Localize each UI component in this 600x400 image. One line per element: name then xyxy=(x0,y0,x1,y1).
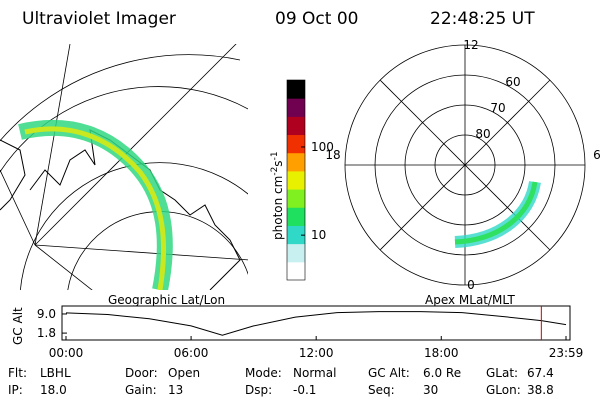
colorbar-swatch xyxy=(287,170,305,190)
colorbar-swatch xyxy=(287,134,305,154)
date: 09 Oct 00 xyxy=(275,9,358,29)
geographic-map xyxy=(0,44,248,290)
colorbar-swatch xyxy=(287,189,305,208)
colorbar-swatch xyxy=(287,207,305,226)
info-label: Flt: xyxy=(8,366,27,380)
colorbar-exponent: -2 xyxy=(270,167,280,176)
colorbar-tick-label: 100 xyxy=(311,140,334,154)
info-label: Mode: xyxy=(245,366,282,380)
mlt-label: 18 xyxy=(325,148,340,162)
lat-ring xyxy=(404,104,526,226)
info-value: 13 xyxy=(168,383,183,397)
info-label: GLat: xyxy=(486,366,518,380)
y-tick-label: 9.0 xyxy=(37,307,56,321)
x-tick-label: 06:00 xyxy=(174,346,209,360)
title: Ultraviolet Imager xyxy=(22,9,176,29)
colorbar-label: photon cm-2s-1 xyxy=(270,151,285,240)
colorbar-swatch xyxy=(287,80,305,99)
colorbar-swatch xyxy=(287,152,305,172)
mlt-label: 6 xyxy=(593,148,600,162)
colorbar-exponent: -1 xyxy=(270,151,280,160)
colorbar-swatch xyxy=(287,243,305,263)
info-value: 30 xyxy=(423,383,438,397)
info-value: Normal xyxy=(293,366,336,380)
info-value: 67.4 xyxy=(527,366,554,380)
lat-label: 70 xyxy=(490,101,505,115)
mlt-label: 0 xyxy=(467,278,475,292)
y-axis-label: GC Alt xyxy=(11,307,25,345)
lat-label: 80 xyxy=(475,127,490,141)
info-value: 18.0 xyxy=(40,383,67,397)
info-value: -0.1 xyxy=(293,383,316,397)
info-value: 6.0 Re xyxy=(423,366,461,380)
colorbar-swatch xyxy=(287,98,305,117)
altitude-line xyxy=(65,311,567,336)
colorbar-tick-label: 10 xyxy=(311,228,326,242)
y-tick-label: 1.8 xyxy=(37,326,56,340)
x-tick-label: 00:00 xyxy=(49,346,84,360)
map-label: Geographic Lat/Lon xyxy=(108,293,225,307)
colorbar-swatch xyxy=(287,261,305,281)
lat-label: 60 xyxy=(505,75,520,89)
x-tick-label: 23:59 xyxy=(549,346,584,360)
info-label: Door: xyxy=(125,366,158,380)
info-label: Dsp: xyxy=(245,383,272,397)
info-label: GC Alt: xyxy=(368,366,410,380)
info-label: IP: xyxy=(8,383,23,397)
colorbar xyxy=(286,79,306,281)
polar-label: Apex MLat/MLT xyxy=(425,293,515,307)
info-value: Open xyxy=(168,366,200,380)
info-label: Gain: xyxy=(125,383,157,397)
x-tick-label: 12:00 xyxy=(299,346,334,360)
colorbar-swatch xyxy=(287,116,305,136)
mlt-label: 12 xyxy=(463,38,478,52)
polar-plot xyxy=(344,44,586,286)
lat-ring xyxy=(434,134,496,196)
info-value: 38.8 xyxy=(527,383,554,397)
colorbar-unit: s xyxy=(271,160,285,166)
colorbar-swatch xyxy=(287,225,305,245)
lat-ring xyxy=(374,74,556,256)
info-label: GLon: xyxy=(486,383,521,397)
x-tick-label: 18:00 xyxy=(424,346,459,360)
colorbar-unit: photon cm xyxy=(271,176,285,240)
info-label: Seq: xyxy=(368,383,395,397)
info-value: LBHL xyxy=(40,366,71,380)
time: 22:48:25 UT xyxy=(430,9,535,29)
plot-frame xyxy=(61,305,571,341)
